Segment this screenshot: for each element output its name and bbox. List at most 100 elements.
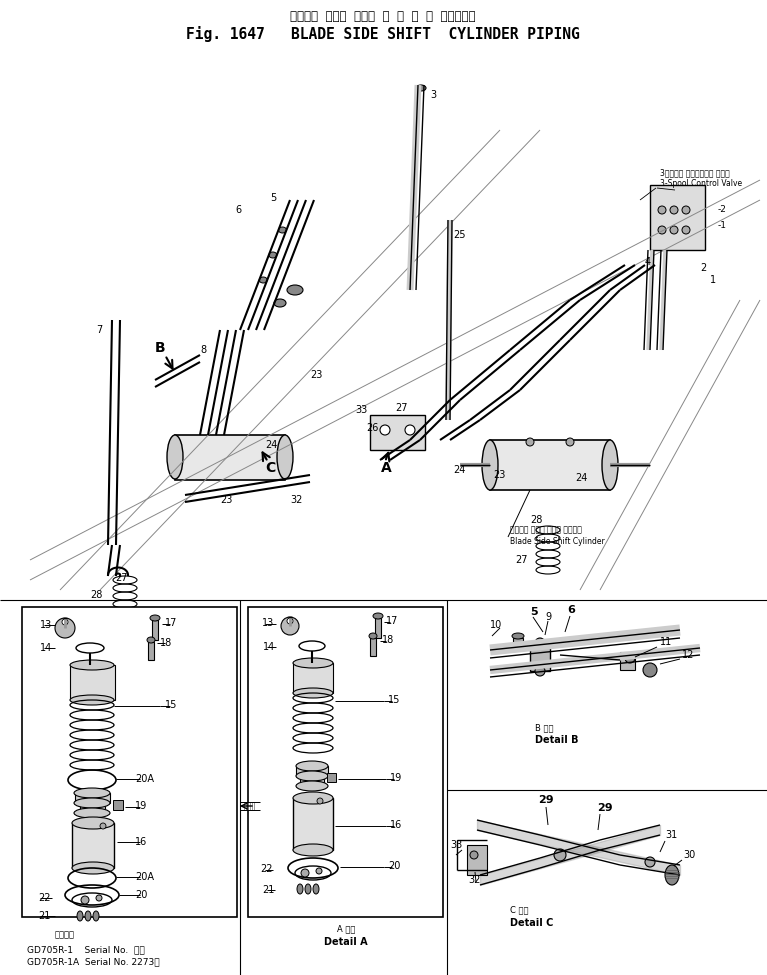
Ellipse shape: [150, 615, 160, 621]
Bar: [296, 766, 328, 776]
Text: 25: 25: [453, 230, 466, 240]
Circle shape: [470, 851, 478, 859]
Text: 23: 23: [493, 470, 505, 480]
Circle shape: [670, 206, 678, 214]
Ellipse shape: [147, 637, 155, 643]
Bar: [70, 665, 115, 700]
Text: 21: 21: [38, 911, 51, 921]
Ellipse shape: [665, 865, 679, 885]
Circle shape: [281, 617, 299, 635]
Ellipse shape: [602, 440, 618, 490]
Ellipse shape: [72, 862, 114, 874]
Circle shape: [682, 226, 690, 234]
Ellipse shape: [269, 252, 277, 258]
Text: 5: 5: [530, 607, 538, 617]
Bar: [375, 618, 381, 638]
Text: 22: 22: [260, 864, 272, 874]
Circle shape: [625, 653, 635, 663]
Text: 18: 18: [382, 635, 394, 645]
Text: 13: 13: [40, 620, 52, 630]
Ellipse shape: [296, 781, 328, 791]
Text: 7: 7: [96, 325, 102, 335]
Text: GD705R-1A  Serial No. 2273～: GD705R-1A Serial No. 2273～: [27, 957, 160, 966]
Ellipse shape: [373, 613, 383, 619]
Circle shape: [566, 438, 574, 446]
Bar: [370, 415, 425, 450]
Circle shape: [645, 857, 655, 867]
Text: Detail C: Detail C: [510, 918, 553, 928]
Bar: [300, 776, 324, 786]
Text: 29: 29: [538, 795, 554, 805]
Ellipse shape: [416, 85, 426, 91]
Circle shape: [658, 206, 666, 214]
Circle shape: [62, 619, 68, 625]
Text: 20A: 20A: [135, 774, 154, 784]
Ellipse shape: [297, 884, 303, 894]
Ellipse shape: [512, 633, 524, 639]
Text: 10: 10: [490, 620, 502, 630]
Text: 27: 27: [515, 555, 528, 565]
Circle shape: [670, 226, 678, 234]
Ellipse shape: [274, 299, 286, 307]
Text: 19: 19: [135, 801, 147, 811]
Bar: [490, 440, 610, 490]
Text: 16: 16: [135, 837, 147, 847]
Ellipse shape: [167, 435, 183, 479]
Text: ブレード サイド シフト シリンダ: ブレード サイド シフト シリンダ: [510, 526, 582, 534]
Text: 17: 17: [386, 616, 398, 626]
Text: 20A: 20A: [135, 872, 154, 882]
Bar: [175, 435, 285, 480]
Ellipse shape: [293, 688, 333, 698]
Text: GD705R-1    Serial No.  　～: GD705R-1 Serial No. ～: [27, 946, 145, 955]
Ellipse shape: [277, 435, 293, 479]
Text: 24: 24: [265, 440, 278, 450]
Bar: [80, 803, 105, 813]
Circle shape: [405, 425, 415, 435]
Ellipse shape: [70, 695, 114, 705]
Text: 28: 28: [90, 590, 102, 600]
Text: 13: 13: [262, 618, 275, 628]
Bar: [530, 643, 550, 671]
Bar: [152, 620, 158, 640]
Text: 31: 31: [665, 830, 677, 840]
Text: Blade Side Shift Cylinder: Blade Side Shift Cylinder: [510, 537, 604, 547]
Ellipse shape: [287, 285, 303, 295]
Ellipse shape: [369, 633, 377, 639]
Ellipse shape: [74, 788, 110, 798]
Text: A 詳細: A 詳細: [337, 924, 355, 933]
Circle shape: [682, 206, 690, 214]
Text: 33: 33: [355, 405, 367, 415]
Circle shape: [316, 868, 322, 874]
Text: 18: 18: [160, 638, 173, 648]
Text: C 詳細: C 詳細: [510, 906, 528, 915]
Text: 21: 21: [262, 885, 275, 895]
Circle shape: [526, 438, 534, 446]
Ellipse shape: [77, 911, 83, 921]
Ellipse shape: [293, 844, 333, 856]
Bar: [513, 638, 523, 646]
Bar: [22, 607, 237, 917]
Ellipse shape: [313, 884, 319, 894]
Text: B: B: [155, 341, 166, 355]
Text: 4: 4: [645, 257, 651, 267]
Bar: [248, 607, 443, 917]
Ellipse shape: [85, 911, 91, 921]
Text: ブレード  サイド  シフト  シ  リ  ン  ダ  パイピング: ブレード サイド シフト シ リ ン ダ パイピング: [290, 10, 476, 22]
Text: Detail B: Detail B: [535, 735, 578, 745]
Text: 8: 8: [200, 345, 206, 355]
Text: 3スプール コントロール バルブ: 3スプール コントロール バルブ: [660, 169, 729, 177]
Text: Fig. 1647   BLADE SIDE SHIFT  CYLINDER PIPING: Fig. 1647 BLADE SIDE SHIFT CYLINDER PIPI…: [186, 26, 580, 42]
Circle shape: [287, 618, 293, 624]
Text: A: A: [381, 461, 392, 475]
Text: 29: 29: [597, 803, 613, 813]
Bar: [327, 773, 336, 782]
Circle shape: [96, 895, 102, 901]
Text: 24: 24: [453, 465, 466, 475]
Text: 22: 22: [38, 893, 51, 903]
Bar: [113, 800, 123, 810]
Text: 30: 30: [683, 850, 695, 860]
Ellipse shape: [305, 884, 311, 894]
Ellipse shape: [72, 817, 114, 829]
Bar: [75, 793, 110, 803]
Bar: [467, 845, 487, 875]
